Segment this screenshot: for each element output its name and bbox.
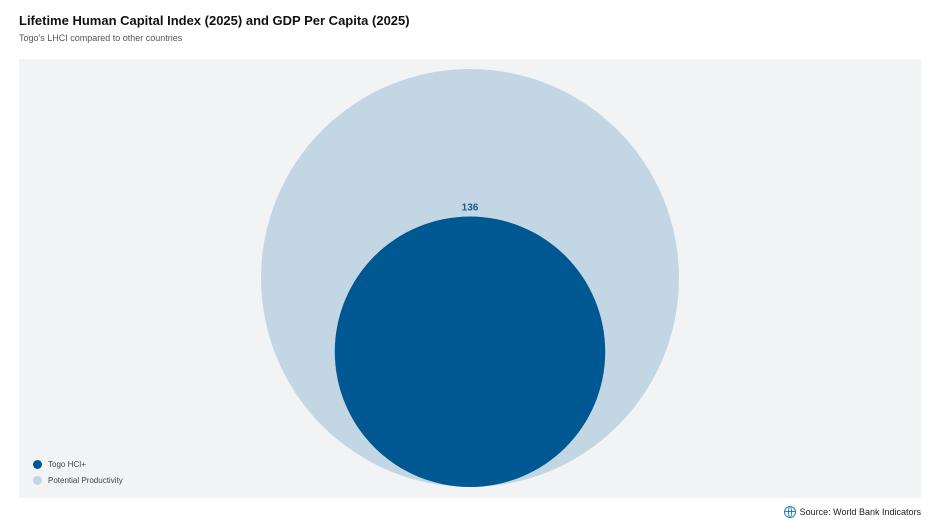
chart-subtitle: Togo's LHCI compared to other countries bbox=[19, 33, 183, 43]
legend-swatch-togo bbox=[33, 459, 42, 469]
chart-title: Lifetime Human Capital Index (2025) and … bbox=[19, 13, 410, 28]
bubble-togo-hci[interactable] bbox=[334, 216, 606, 487]
legend: Togo HCI+ Potential Productivity bbox=[33, 456, 123, 488]
legend-label-togo: Togo HCI+ bbox=[48, 459, 87, 469]
source-note: Source: World Bank Indicators bbox=[783, 506, 921, 518]
legend-swatch-potential bbox=[33, 475, 42, 485]
legend-label-potential: Potential Productivity bbox=[48, 475, 123, 485]
legend-item-togo[interactable]: Togo HCI+ bbox=[33, 456, 123, 472]
globe-icon bbox=[783, 506, 796, 518]
source-text: Source: World Bank Indicators bbox=[799, 507, 921, 517]
bubble-chart: 136 bbox=[261, 69, 679, 487]
legend-item-potential[interactable]: Potential Productivity bbox=[33, 472, 123, 488]
bubble-value-label: 136 bbox=[462, 203, 479, 214]
plot-area: 136 Togo HCI+ Potential Productivity bbox=[19, 59, 921, 498]
